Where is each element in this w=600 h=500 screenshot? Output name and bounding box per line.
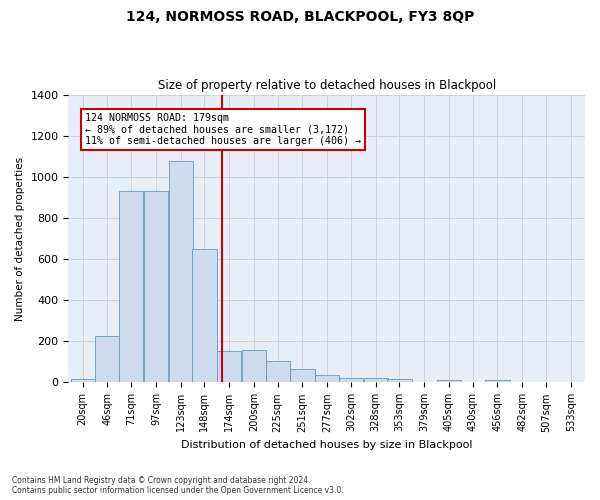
Bar bbox=[364, 378, 388, 382]
Bar bbox=[193, 249, 217, 382]
Bar bbox=[242, 350, 266, 382]
Bar bbox=[217, 350, 241, 382]
Bar bbox=[95, 336, 119, 382]
Bar bbox=[71, 380, 95, 382]
Y-axis label: Number of detached properties: Number of detached properties bbox=[15, 156, 25, 320]
Bar bbox=[339, 378, 363, 382]
Bar bbox=[485, 380, 509, 382]
Bar bbox=[144, 191, 168, 382]
Bar bbox=[119, 191, 143, 382]
Title: Size of property relative to detached houses in Blackpool: Size of property relative to detached ho… bbox=[158, 79, 496, 92]
X-axis label: Distribution of detached houses by size in Blackpool: Distribution of detached houses by size … bbox=[181, 440, 472, 450]
Bar bbox=[169, 162, 193, 382]
Bar bbox=[266, 361, 290, 382]
Bar bbox=[437, 380, 461, 382]
Text: 124, NORMOSS ROAD, BLACKPOOL, FY3 8QP: 124, NORMOSS ROAD, BLACKPOOL, FY3 8QP bbox=[126, 10, 474, 24]
Bar bbox=[290, 369, 314, 382]
Bar bbox=[388, 380, 412, 382]
Text: 124 NORMOSS ROAD: 179sqm
← 89% of detached houses are smaller (3,172)
11% of sem: 124 NORMOSS ROAD: 179sqm ← 89% of detach… bbox=[85, 113, 361, 146]
Bar bbox=[315, 375, 339, 382]
Text: Contains HM Land Registry data © Crown copyright and database right 2024.
Contai: Contains HM Land Registry data © Crown c… bbox=[12, 476, 344, 495]
